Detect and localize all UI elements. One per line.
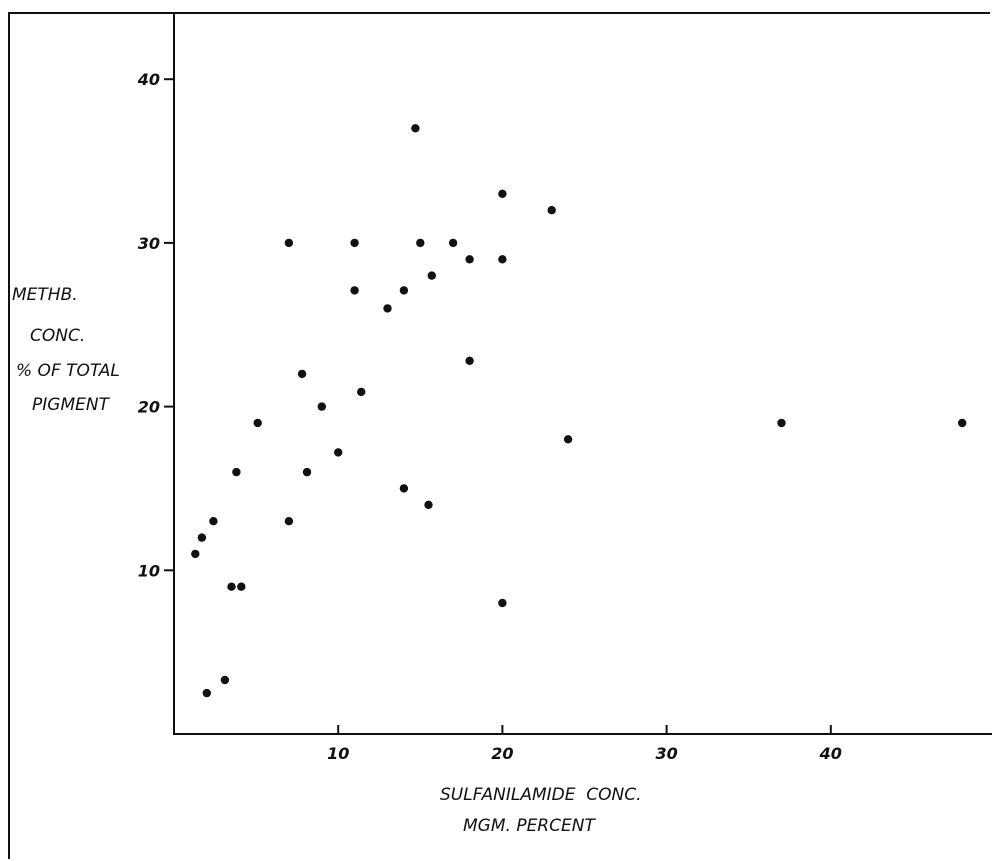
data-point [197, 533, 207, 542]
y-tick-label: 30 [138, 234, 160, 253]
x-tick-label: 30 [655, 744, 677, 763]
data-point [498, 598, 507, 608]
data-point [777, 418, 786, 428]
data-point [232, 467, 241, 477]
data-point [334, 448, 343, 457]
data-point [498, 255, 507, 264]
data-point [284, 517, 294, 526]
data-point [297, 369, 307, 379]
data-point [227, 582, 236, 591]
data-point [399, 286, 409, 295]
data-point [284, 238, 294, 248]
x-tick-label: 40 [819, 744, 842, 763]
x-tick-label: 20 [491, 744, 513, 763]
x-axis-ticks: 10 20 30 40 [327, 725, 842, 763]
x-axis-title: SULFANILAMIDE CONC. MGM. PERCENT [440, 785, 642, 836]
data-point [399, 484, 409, 493]
x-axis-title-line-1: SULFANILAMIDE CONC. [440, 785, 642, 805]
y-tick-label: 40 [137, 70, 160, 89]
data-point [357, 387, 366, 397]
data-point [563, 435, 573, 444]
data-point [448, 238, 458, 248]
data-point [237, 582, 246, 591]
data-point [465, 255, 474, 264]
data-point [302, 467, 312, 477]
y-axis-ticks: 10 20 30 40 [137, 70, 174, 580]
data-point [465, 356, 474, 365]
data-point [350, 286, 359, 295]
x-tick-label: 10 [327, 744, 349, 763]
y-axis-title-line-2: CONC. [30, 326, 85, 346]
data-point [209, 517, 218, 526]
y-tick-label: 20 [138, 398, 160, 417]
data-point [424, 500, 433, 509]
data-point [191, 549, 200, 559]
y-axis-title-line-3: % OF TOTAL [16, 361, 120, 381]
data-point [427, 271, 436, 280]
data-point [317, 402, 326, 411]
data-point [220, 675, 230, 685]
y-axis-title-line-1: METHB. [12, 285, 78, 305]
data-point [350, 238, 359, 248]
data-point [411, 124, 420, 133]
y-axis-title-line-4: PIGMENT [32, 395, 111, 415]
data-point [958, 418, 967, 428]
data-point [547, 206, 556, 215]
image-border [8, 12, 990, 859]
x-axis-title-line-2: MGM. PERCENT [463, 816, 596, 836]
y-tick-label: 10 [138, 561, 160, 580]
y-axis-title: METHB. CONC. % OF TOTAL PIGMENT [12, 285, 120, 415]
data-point [253, 418, 262, 428]
data-points [191, 124, 967, 698]
data-point [202, 688, 211, 698]
data-point [416, 238, 425, 248]
data-point [498, 189, 507, 198]
data-point [383, 304, 392, 313]
